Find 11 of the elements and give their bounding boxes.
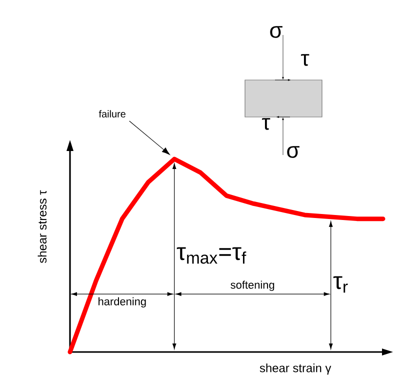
x-axis-title: shear strain γ [260, 363, 332, 375]
text: τ [300, 54, 310, 66]
text: failure [98, 110, 126, 118]
text: σ [287, 146, 300, 158]
text: σ [270, 26, 282, 38]
annotation: τ$_{r}$ [333, 276, 348, 293]
annotation: softening [230, 280, 274, 291]
text: τ [262, 118, 270, 130]
annotation: hardening [98, 297, 146, 308]
y-axis-title: shear stress τ [38, 190, 47, 264]
annotation: τ$_{max}$=τ$_{f}$ [176, 247, 246, 264]
